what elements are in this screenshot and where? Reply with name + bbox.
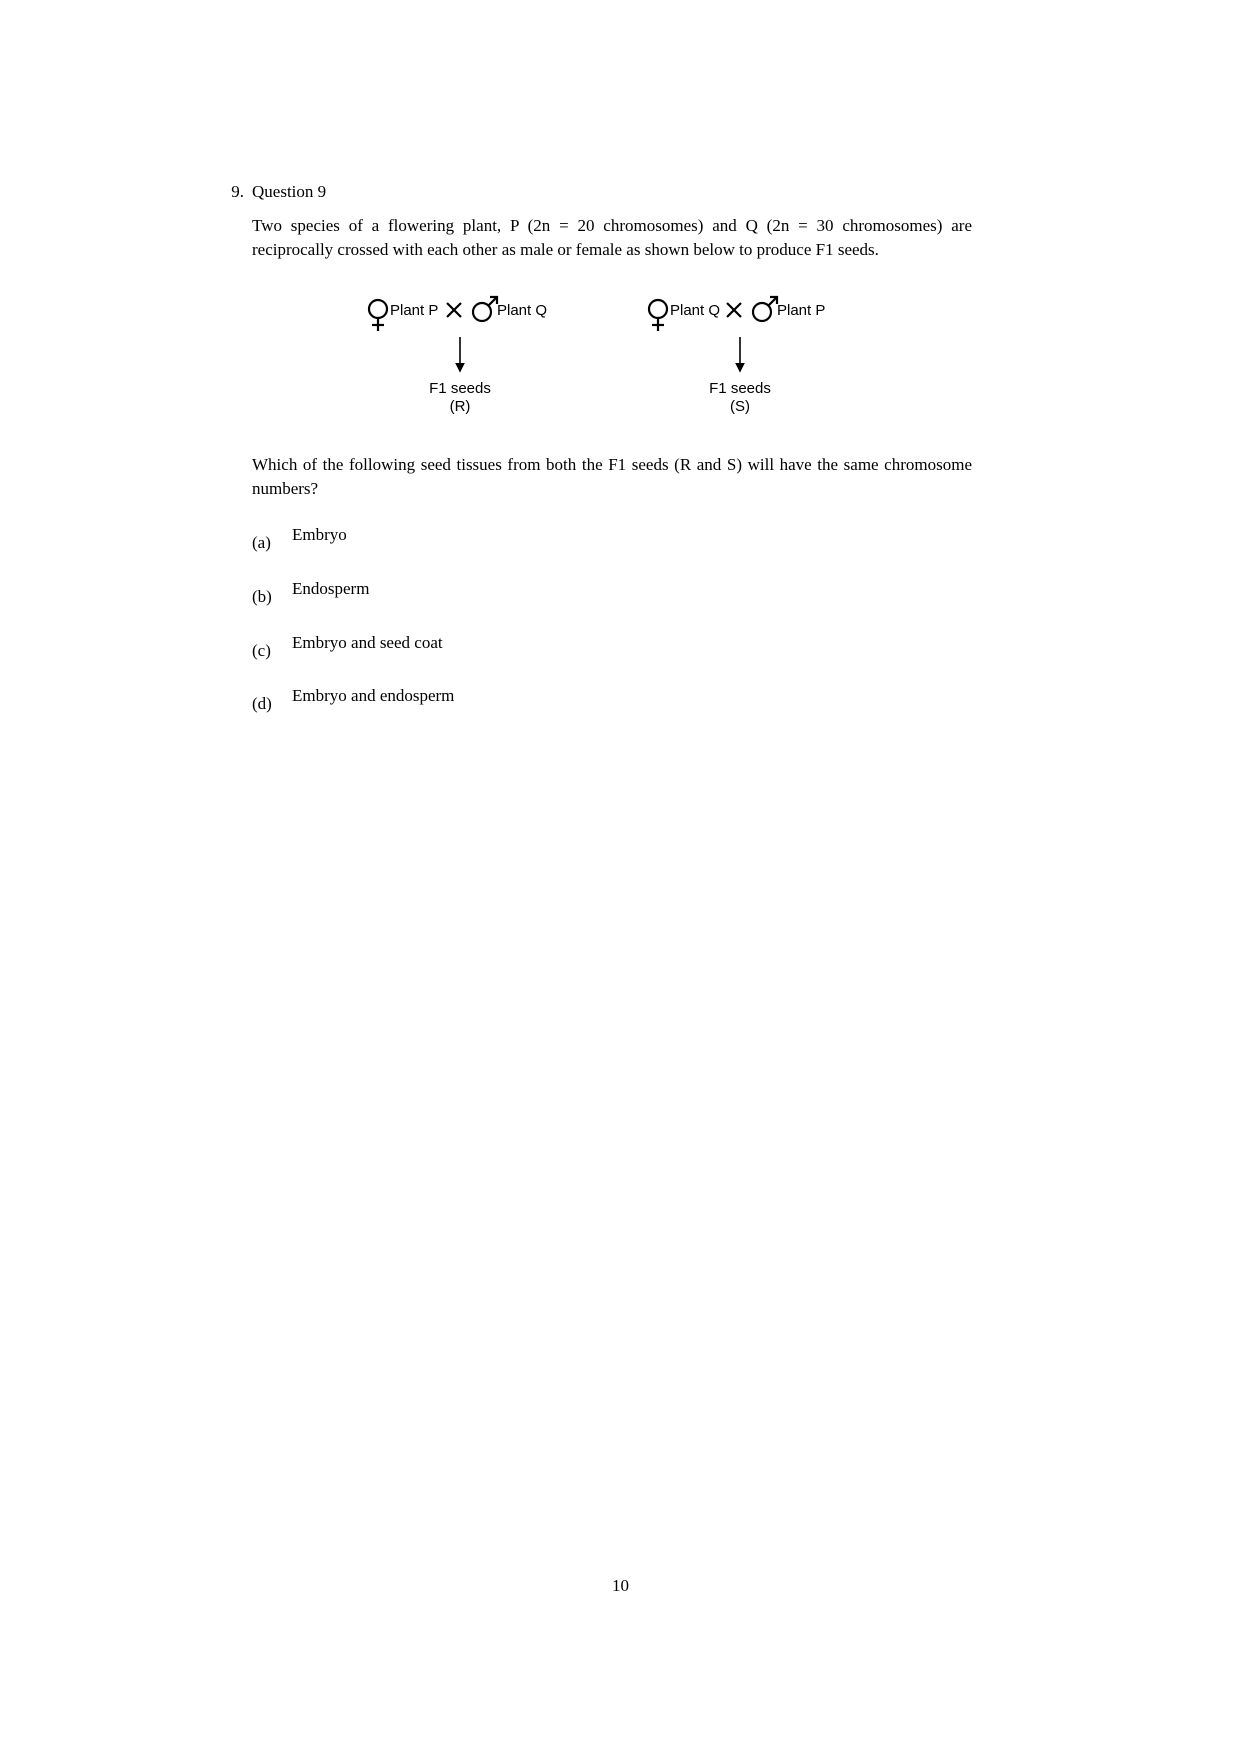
- option-a-label: (a): [252, 531, 292, 555]
- right-result-line1: F1 seeds: [709, 380, 771, 397]
- left-female-label: Plant P: [390, 302, 438, 319]
- male-symbol-icon: [473, 297, 497, 321]
- cross-diagram: Plant P Plant Q: [252, 285, 972, 435]
- question-intro: Two species of a flowering plant, P (2n …: [252, 214, 972, 262]
- right-female-label: Plant Q: [670, 302, 720, 319]
- cross-icon: [447, 303, 461, 317]
- question-header: 9. Question 9: [210, 180, 1011, 204]
- option-b-label: (b): [252, 585, 292, 609]
- question-followup: Which of the following seed tissues from…: [252, 453, 972, 501]
- question-title: Question 9: [252, 180, 326, 204]
- options-list: (a) Embryo (b) Endosperm (c) Embryo and …: [252, 531, 972, 716]
- left-result-line1: F1 seeds: [429, 380, 491, 397]
- right-male-label: Plant P: [777, 302, 825, 319]
- option-d-label: (d): [252, 692, 292, 716]
- option-d: (d) Embryo and endosperm: [252, 692, 972, 716]
- right-result-line2: (S): [730, 398, 750, 415]
- option-c-text: Embryo and seed coat: [292, 631, 443, 655]
- option-b-text: Endosperm: [292, 577, 369, 601]
- question-body: Two species of a flowering plant, P (2n …: [252, 214, 972, 716]
- male-symbol-icon: [753, 297, 777, 321]
- left-cross: Plant P Plant Q: [369, 297, 547, 415]
- page-number: 10: [0, 1576, 1241, 1596]
- left-result-line2: (R): [450, 398, 471, 415]
- question-number: 9.: [210, 180, 252, 204]
- female-symbol-icon: [649, 300, 667, 331]
- option-c: (c) Embryo and seed coat: [252, 639, 972, 663]
- female-symbol-icon: [369, 300, 387, 331]
- option-d-text: Embryo and endosperm: [292, 684, 454, 708]
- cross-diagram-svg: Plant P Plant Q: [332, 285, 892, 435]
- left-male-label: Plant Q: [497, 302, 547, 319]
- right-cross: Plant Q Plant P: [649, 297, 825, 415]
- option-a-text: Embryo: [292, 523, 347, 547]
- option-a: (a) Embryo: [252, 531, 972, 555]
- cross-icon: [727, 303, 741, 317]
- page-content: 9. Question 9 Two species of a flowering…: [0, 0, 1241, 716]
- option-c-label: (c): [252, 639, 292, 663]
- option-b: (b) Endosperm: [252, 585, 972, 609]
